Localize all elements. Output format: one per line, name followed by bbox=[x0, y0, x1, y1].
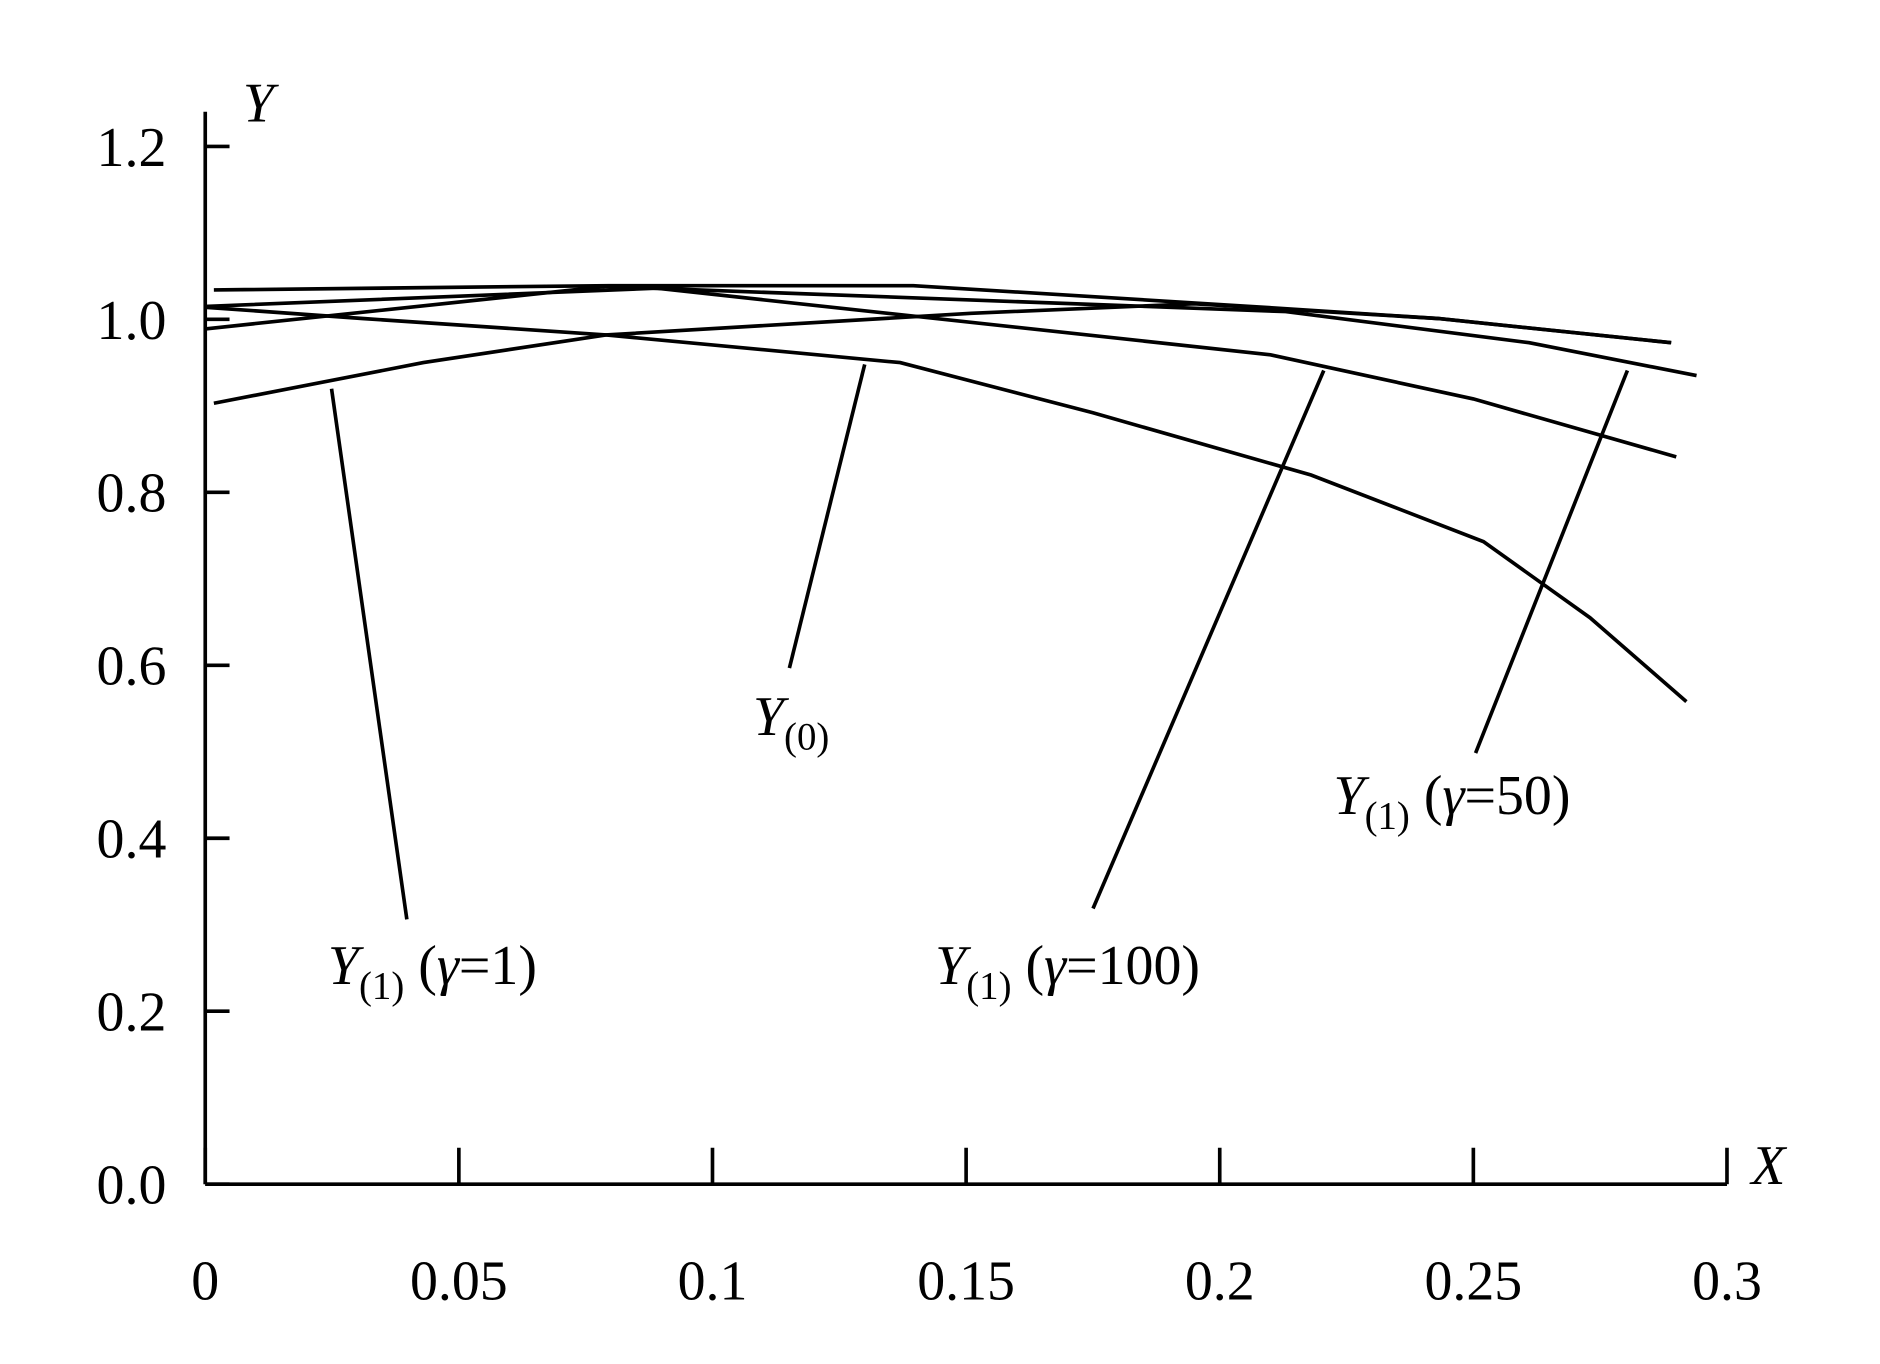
y-tick-label: 1.2 bbox=[97, 117, 167, 179]
annotation-close: =1) bbox=[459, 935, 537, 997]
x-tick-label: 0.3 bbox=[1692, 1251, 1762, 1313]
annotation: Y(1) (γ=50) bbox=[1333, 765, 1570, 838]
y-tick-label: 0.8 bbox=[97, 463, 167, 525]
annotation-main: Y bbox=[935, 935, 972, 997]
x-tick-label: 0.1 bbox=[678, 1251, 748, 1313]
x-tick-label: 0.25 bbox=[1424, 1251, 1522, 1313]
annotation: Y(1) (γ=100) bbox=[935, 935, 1200, 1008]
data-line bbox=[213, 301, 1672, 406]
annotation-open: ( bbox=[1012, 935, 1045, 997]
annotation-close: =100) bbox=[1066, 935, 1200, 997]
annotation-main: Y bbox=[1333, 765, 1370, 827]
leader-line bbox=[329, 388, 409, 920]
annotation-symbol: γ bbox=[1442, 765, 1466, 827]
data-line bbox=[205, 305, 1688, 703]
annotation-main: Y bbox=[753, 686, 790, 748]
annotation: Y(1) (γ=1) bbox=[328, 935, 537, 1008]
y-tick-label: 0.4 bbox=[97, 809, 167, 871]
data-line bbox=[205, 286, 1677, 459]
annotation-sub: (1) bbox=[966, 964, 1011, 1007]
annotation-sub: (1) bbox=[1365, 794, 1410, 837]
annotation-sub: (1) bbox=[359, 964, 404, 1007]
data-line bbox=[205, 284, 1697, 378]
x-axis-label: X bbox=[1749, 1135, 1787, 1197]
y-tick-label: 0.0 bbox=[97, 1155, 167, 1217]
y-tick-label: 0.6 bbox=[97, 636, 167, 698]
y-axis-label: Y bbox=[243, 73, 280, 135]
y-tick-label: 0.2 bbox=[97, 982, 167, 1044]
annotation: Y(0) bbox=[753, 686, 829, 759]
x-tick-label: 0 bbox=[191, 1251, 219, 1313]
y-tick-label: 1.0 bbox=[97, 290, 167, 352]
annotation-main: Y bbox=[328, 935, 365, 997]
annotation-close: =50) bbox=[1464, 765, 1570, 827]
annotation-sub: (0) bbox=[784, 715, 829, 758]
leader-line bbox=[1473, 369, 1630, 754]
x-tick-label: 0.2 bbox=[1185, 1251, 1255, 1313]
x-tick-label: 0.15 bbox=[917, 1251, 1015, 1313]
annotation-symbol: γ bbox=[437, 935, 461, 997]
annotation-open: ( bbox=[1410, 765, 1443, 827]
annotation-symbol: γ bbox=[1044, 935, 1068, 997]
annotation-open: ( bbox=[404, 935, 437, 997]
leader-line bbox=[1091, 369, 1326, 910]
leader-line bbox=[787, 363, 867, 669]
x-tick-label: 0.05 bbox=[410, 1251, 508, 1313]
